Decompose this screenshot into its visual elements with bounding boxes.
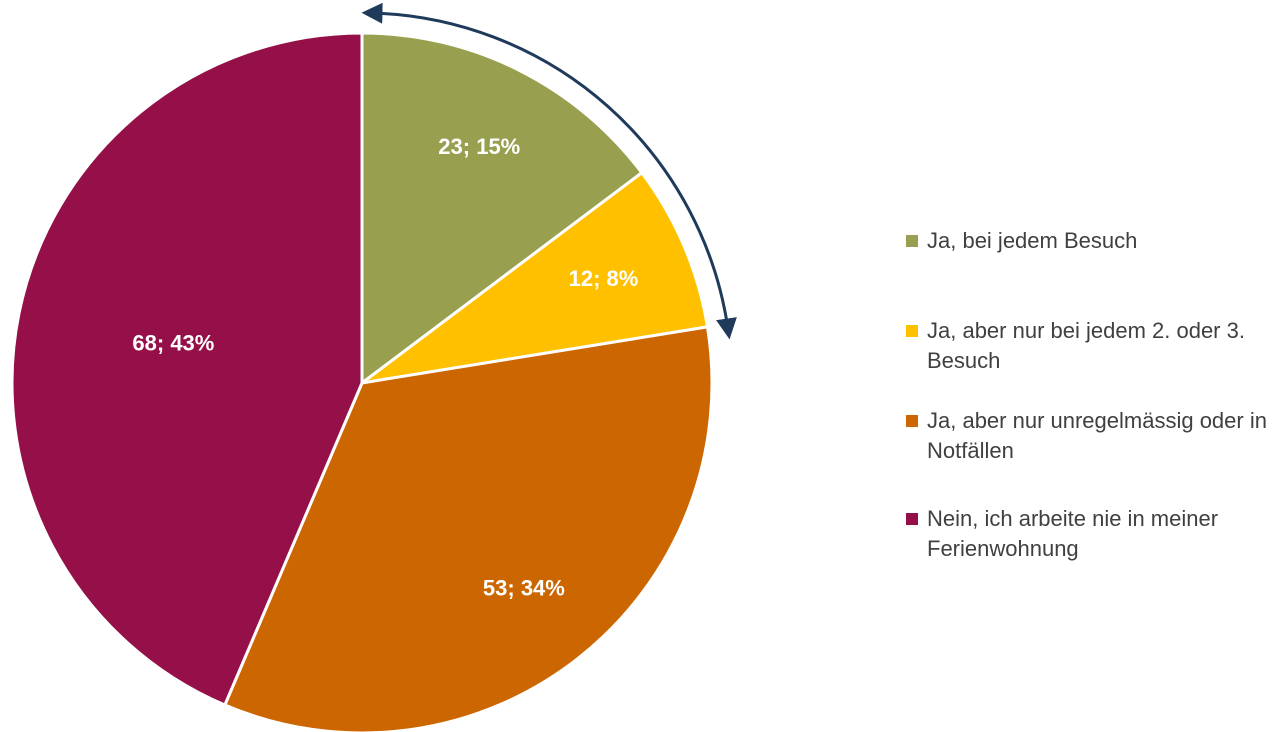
pie-slice — [222, 325, 714, 732]
data-label: 68; 43% — [132, 330, 214, 355]
data-label: 23; 15% — [438, 134, 520, 159]
legend-item: Nein, ich arbeite nie in meiner Ferienwo… — [906, 504, 1281, 564]
data-label: 53; 34% — [483, 575, 565, 600]
legend-label: Ja, bei jedem Besuch — [927, 228, 1138, 253]
legend-label: Ja, aber nur bei jedem 2. oder 3. Besuch — [927, 318, 1245, 373]
legend-item: Ja, aber nur unregelmässig oder in Notfä… — [906, 406, 1281, 466]
pie — [10, 31, 714, 732]
legend-label: Nein, ich arbeite nie in meiner Ferienwo… — [927, 506, 1219, 561]
legend-item: Ja, bei jedem Besuch — [906, 226, 1281, 256]
pie-slice — [10, 31, 364, 707]
bracket-arrow — [361, 2, 737, 340]
legend-swatch — [906, 235, 918, 247]
legend-label: Ja, aber nur unregelmässig oder in Notfä… — [927, 408, 1267, 463]
legend-item: Ja, aber nur bei jedem 2. oder 3. Besuch — [906, 316, 1281, 376]
data-label: 12; 8% — [569, 266, 639, 291]
legend-swatch — [906, 415, 918, 427]
legend-swatch — [906, 325, 918, 337]
legend-swatch — [906, 513, 918, 525]
